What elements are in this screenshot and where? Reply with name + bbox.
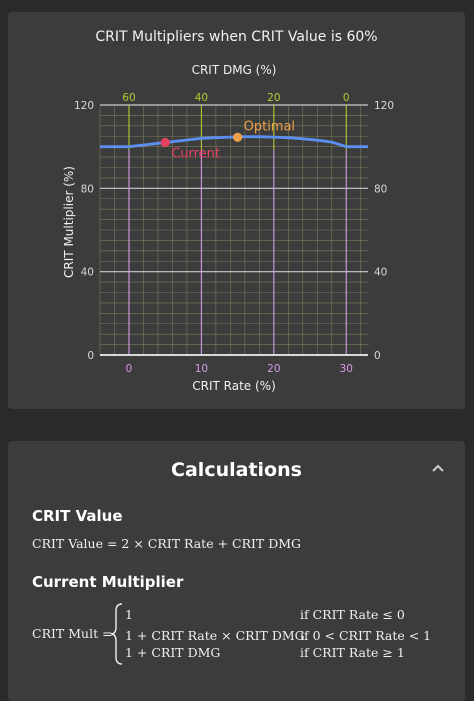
case-3-expr: 1 + CRIT DMG: [125, 645, 221, 660]
chevron-up-icon[interactable]: [429, 460, 447, 478]
case-2-expr: 1 + CRIT Rate × CRIT DMG: [125, 628, 305, 643]
chart-title: CRIT Multipliers when CRIT Value is 60%: [95, 29, 378, 45]
case-3-condition: if CRIT Rate ≥ 1: [300, 645, 405, 660]
x2-axis-label: CRIT DMG (%): [192, 63, 277, 77]
y-tick-label-right: 40: [374, 267, 387, 279]
point-label-optimal: Optimal: [244, 119, 295, 134]
x-tick-label: 10: [195, 363, 208, 375]
y-tick-label-right: 80: [374, 183, 387, 195]
y-axis-label: CRIT Multiplier (%): [62, 166, 76, 278]
y-tick-label-right: 0: [374, 350, 381, 362]
x2-tick-label: 40: [195, 92, 208, 104]
x2-tick-label: 0: [343, 92, 350, 104]
x-tick-label: 20: [267, 363, 280, 375]
crit-value-formula: CRIT Value = 2 × CRIT Rate + CRIT DMG: [32, 536, 302, 551]
y-tick-label-left: 40: [81, 267, 94, 279]
case-1-expr: 1: [125, 607, 133, 622]
calculations-card: Calculations CRIT Value CRIT Value = 2 ×…: [8, 441, 465, 701]
point-current: [160, 137, 170, 148]
crit-value-heading: CRIT Value: [32, 507, 123, 525]
x-axis-label: CRIT Rate (%): [192, 379, 276, 393]
y-tick-label-right: 120: [374, 100, 394, 112]
y-tick-label-left: 0: [87, 350, 94, 362]
chart-card: CRIT Multipliers when CRIT Value is 60% …: [8, 12, 465, 409]
y-tick-label-left: 80: [81, 183, 94, 195]
x-tick-label: 0: [126, 363, 133, 375]
x2-tick-label: 60: [122, 92, 135, 104]
x2-tick-label: 20: [267, 92, 280, 104]
calculations-title: Calculations: [171, 459, 302, 481]
left-brace-icon: [110, 603, 123, 665]
current-multiplier-heading: Current Multiplier: [32, 573, 184, 591]
x-tick-label: 30: [340, 363, 353, 375]
crit-multiplier-chart: 0 0 40 40 80 80 120 120 0 10 20 30 60 40 20 0 CRIT Rate …: [62, 63, 394, 393]
point-optimal: [233, 132, 243, 142]
y-tick-label-left: 120: [74, 100, 94, 112]
case-1-condition: if CRIT Rate ≤ 0: [300, 607, 405, 622]
case-2-condition: if 0 < CRIT Rate < 1: [300, 628, 432, 643]
crit-mult-lhs: CRIT Mult =: [32, 626, 113, 641]
point-label-current: Current: [171, 147, 220, 162]
